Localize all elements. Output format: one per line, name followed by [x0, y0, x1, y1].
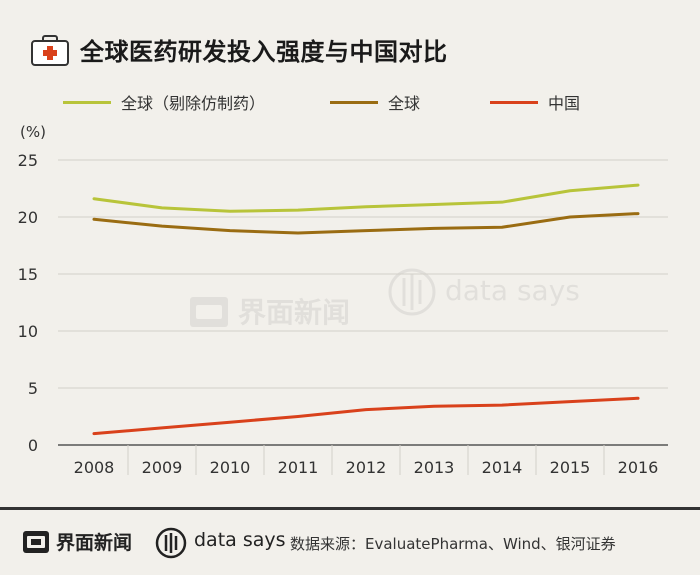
y-tick-label: 15 — [18, 265, 38, 284]
y-tick-label: 0 — [28, 436, 38, 455]
series-line-0 — [94, 185, 638, 211]
x-axis: 2008 2009 2010 2011 2012 2013 2014 2015 2016 — [74, 445, 659, 477]
y-tick-label: 25 — [18, 151, 38, 170]
series-line-1 — [94, 214, 638, 233]
y-tick-label: 20 — [18, 208, 38, 227]
y-tick-label: 10 — [18, 322, 38, 341]
data-source: 数据来源：EvaluatePharma、Wind、银河证券 — [290, 533, 616, 554]
x-tick-label: 2015 — [550, 458, 591, 477]
x-tick-label: 2009 — [142, 458, 183, 477]
footer-datasays: data says — [194, 529, 286, 551]
x-tick-label: 2008 — [74, 458, 115, 477]
x-tick-label: 2010 — [210, 458, 251, 477]
footer-brand: 界面新闻 — [56, 528, 132, 555]
footer: 界面新闻 data says 数据来源：EvaluatePharma、Wind、… — [0, 507, 700, 575]
x-tick-label: 2016 — [618, 458, 659, 477]
x-tick-label: 2014 — [482, 458, 523, 477]
x-tick-label: 2011 — [278, 458, 319, 477]
x-tick-label: 2013 — [414, 458, 455, 477]
series-line-2 — [94, 398, 638, 433]
jiemian-logo-icon — [22, 530, 50, 554]
x-tick-label: 2012 — [346, 458, 387, 477]
y-tick-label: 5 — [28, 379, 38, 398]
series — [94, 185, 638, 434]
y-axis: 0 5 10 15 20 25 — [18, 151, 38, 455]
datasays-logo-icon — [155, 527, 187, 559]
